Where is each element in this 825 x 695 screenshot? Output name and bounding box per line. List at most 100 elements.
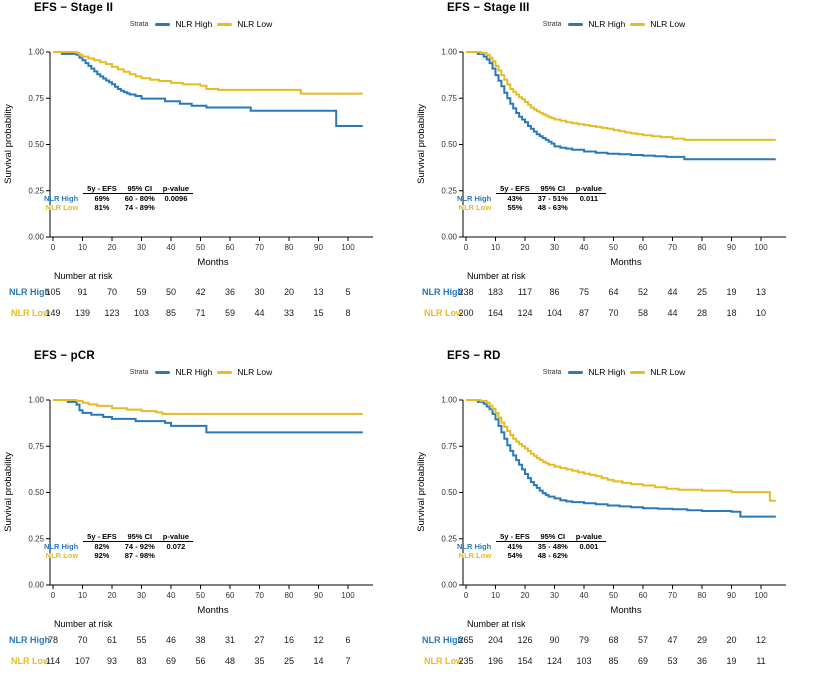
risk-count: 42 (195, 287, 206, 297)
legend-strata-label: Strata (542, 368, 562, 376)
km-curve-nlr-low (53, 51, 363, 95)
risk-count: 36 (696, 656, 708, 666)
stats-inset-table: 5y - EFS 95% CI p-value NLR High 43% 37 … (453, 184, 607, 212)
x-tick-label: 0 (464, 591, 469, 600)
y-tick-label: 1.00 (441, 48, 457, 57)
x-tick-label: 60 (639, 243, 648, 252)
stats-header-efs: 5y - EFS (83, 184, 121, 194)
risk-count: 35 (254, 656, 265, 666)
stats-header-efs: 5y - EFS (496, 532, 534, 542)
risk-count: 38 (195, 635, 206, 645)
stats-empty-cell (159, 551, 193, 560)
legend-label-nlr-high: NLR High (175, 367, 213, 377)
legend-label-nlr-high: NLR High (175, 19, 213, 29)
x-tick-label: 20 (521, 591, 530, 600)
stats-pvalue: 0.001 (579, 542, 599, 551)
x-tick-label: 60 (639, 591, 648, 600)
risk-count: 44 (254, 308, 265, 318)
risk-count: 105 (45, 287, 61, 297)
risk-count: 14 (313, 656, 324, 666)
km-curve-nlr-low (53, 399, 363, 415)
stats-header-row: 5y - EFS 95% CI p-value (453, 184, 607, 194)
x-tick-label: 80 (285, 243, 294, 252)
panel-title: EFS − Stage III (447, 2, 530, 14)
risk-row-nlr-high: NLR High 238 183 117 86 75 64 52 44 25 19 13 (413, 287, 825, 299)
risk-count: 104 (546, 308, 563, 318)
legend-line-nlr-high (155, 370, 171, 374)
risk-count: 46 (165, 635, 177, 645)
stats-label-nlr-low: NLR Low (458, 203, 492, 212)
risk-count: 57 (637, 635, 649, 645)
risk-count: 83 (136, 656, 147, 666)
x-tick-label: 40 (580, 591, 589, 600)
x-tick-label: 60 (226, 243, 235, 252)
stats-row-nlr-low: NLR Low 81% 74 - 89% (40, 203, 193, 212)
stats-efs-nlr-high: 69% (94, 194, 110, 203)
x-tick-label: 70 (255, 243, 264, 252)
risk-count: 149 (45, 308, 61, 318)
x-tick-label: 0 (51, 591, 56, 600)
x-tick-label: 50 (609, 243, 618, 252)
number-at-risk-heading: Number at risk (467, 271, 526, 281)
stats-ci-nlr-high: 60 - 80% (124, 194, 155, 203)
y-tick-label: 1.00 (441, 396, 457, 405)
panel-title: EFS − pCR (34, 350, 95, 362)
risk-count: 200 (458, 308, 474, 318)
stats-header-row: 5y - EFS 95% CI p-value (40, 532, 194, 542)
y-tick-label: 0.25 (28, 534, 44, 543)
stats-ci-nlr-low: 74 - 89% (124, 203, 155, 212)
risk-label-nlr-high: NLR High (9, 287, 50, 297)
x-tick-label: 90 (727, 243, 736, 252)
stats-label-nlr-low: NLR Low (45, 203, 79, 212)
legend-label-nlr-low: NLR Low (650, 367, 686, 377)
x-tick-label: 90 (727, 591, 736, 600)
km-chart-svg: 0.00 0.25 0.50 0.75 1.00 0 10 20 30 40 50 60 70 80 90 1… (416, 48, 786, 268)
risk-count: 19 (726, 287, 737, 297)
panel-title: EFS − RD (447, 350, 501, 362)
risk-count: 28 (696, 308, 708, 318)
x-tick-label: 70 (668, 591, 677, 600)
stats-header-ci: 95% CI (533, 532, 572, 542)
risk-count: 36 (224, 287, 236, 297)
y-tick-label: 0.00 (441, 581, 457, 590)
stats-row-nlr-high: NLR High 82% 74 - 92% 0.072 (40, 542, 193, 552)
y-tick-label: 0.75 (441, 94, 457, 103)
x-axis-title: Months (610, 605, 641, 616)
risk-count: 69 (165, 656, 177, 666)
risk-count: 123 (104, 308, 120, 318)
stats-ci-nlr-low: 48 - 62% (537, 551, 568, 560)
stats-pvalue: 0.011 (579, 194, 599, 203)
x-tick-label: 30 (137, 591, 146, 600)
stats-header-pvalue: p-value (571, 184, 607, 194)
risk-count: 20 (726, 635, 737, 645)
stats-ci-nlr-low: 87 - 98% (124, 551, 155, 560)
legend-label-nlr-low: NLR Low (237, 367, 273, 377)
stats-ci-nlr-high: 37 - 51% (537, 194, 568, 203)
risk-count: 25 (696, 287, 708, 297)
y-tick-label: 0.50 (28, 140, 44, 149)
km-curve-nlr-high (466, 51, 776, 161)
x-tick-label: 30 (550, 591, 559, 600)
x-tick-label: 100 (341, 591, 355, 600)
risk-count: 47 (667, 635, 678, 645)
risk-count: 69 (637, 656, 649, 666)
stats-header-pvalue: p-value (158, 532, 194, 542)
km-panel-rd: EFS − RD Strata NLR High NLR Low 0.00 0.2… (413, 348, 825, 695)
x-tick-label: 50 (196, 591, 205, 600)
stats-pvalue: 0.072 (166, 542, 186, 551)
risk-count: 44 (667, 308, 678, 318)
risk-count: 70 (77, 635, 88, 645)
km-panel-stage-iii: EFS − Stage III Strata NLR High NLR Low … (413, 0, 825, 347)
stats-empty-cell (159, 203, 193, 212)
y-axis-title: Survival probability (3, 104, 14, 184)
stats-header-spacer (453, 184, 496, 194)
km-chart-svg: 0.00 0.25 0.50 0.75 1.00 0 10 20 30 40 50 60 70 80 90 1… (3, 48, 373, 268)
km-panel-pcr: EFS − pCR Strata NLR High NLR Low 0.00 0.… (0, 348, 412, 695)
stats-efs-nlr-low: 54% (507, 551, 523, 560)
km-panel-stage-ii: EFS − Stage II Strata NLR High NLR Low 0… (0, 0, 412, 347)
y-tick-label: 0.50 (441, 140, 457, 149)
risk-count: 126 (517, 635, 533, 645)
risk-count: 59 (224, 308, 236, 318)
risk-label-nlr-high: NLR High (9, 635, 50, 645)
risk-count: 30 (254, 287, 265, 297)
